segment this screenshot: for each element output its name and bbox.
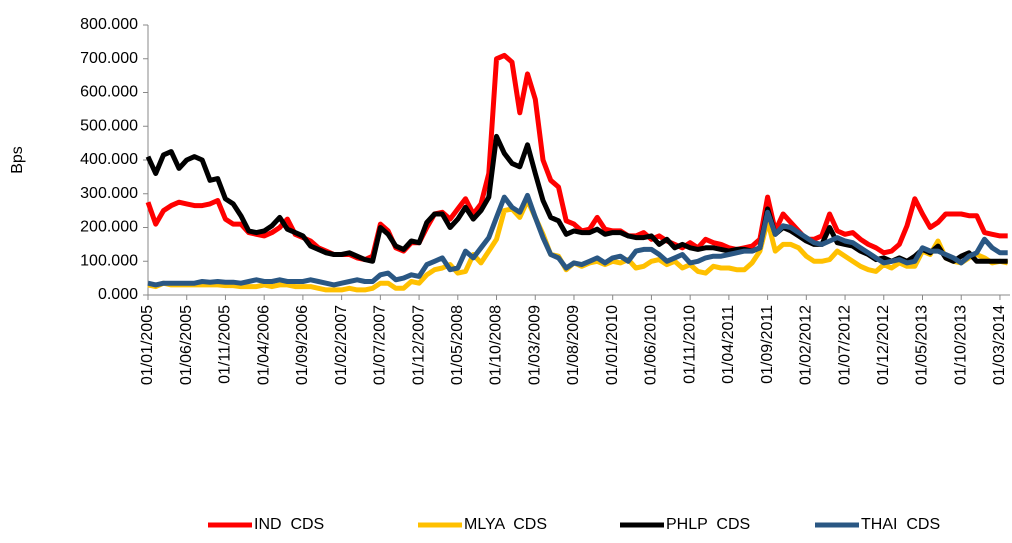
x-tick-label: 01/09/2011 [759,305,776,384]
x-tick-label: 01/05/2013 [914,305,931,385]
legend-label: MLYA CDS [464,516,547,533]
series-line [145,52,1008,263]
legend-label: IND CDS [254,516,324,533]
x-tick-label: 01/12/2007 [410,305,427,385]
legend-label: PHLP CDS [666,516,750,533]
x-tick-label: 01/04/2011 [720,305,737,384]
y-tick-label: 0.000 [98,286,138,303]
series-line [147,192,1008,288]
legend-label: THAI CDS [861,516,940,533]
x-tick-label: 01/01/2005 [139,305,156,385]
x-tick-label: 01/11/2010 [681,305,698,384]
x-tick-label: 01/03/2014 [991,305,1008,385]
y-axis-title: Bps [9,146,26,174]
x-tick-label: 01/03/2009 [526,305,543,385]
y-tick-label: 100.000 [80,252,138,269]
x-tick-label: 01/12/2012 [875,305,892,385]
x-tick-label: 01/05/2008 [449,305,466,385]
x-tick-label: 01/10/2008 [488,305,505,385]
y-tick-label: 600.000 [80,84,138,101]
y-tick-label: 300.000 [80,185,138,202]
x-tick-label: 01/06/2010 [643,305,660,385]
x-tick-label: 01/07/2012 [836,305,853,385]
x-tick-label: 01/02/2012 [798,305,815,385]
x-tick-label: 01/11/2005 [217,305,234,384]
x-tick-label: 01/02/2007 [333,305,350,385]
y-tick-label: 400.000 [80,151,138,168]
y-tick-label: 700.000 [80,50,138,67]
x-tick-label: 01/10/2013 [952,305,969,385]
x-tick-label: 01/01/2010 [604,305,621,385]
series-line [145,133,1008,264]
x-tick-label: 01/07/2007 [372,305,389,385]
y-tick-label: 200.000 [80,219,138,236]
x-tick-label: 01/04/2006 [255,305,272,385]
y-tick-label: 500.000 [80,117,138,134]
x-tick-label: 01/09/2006 [294,305,311,385]
y-tick-label: 800.000 [80,16,138,33]
x-tick-label: 01/08/2009 [565,305,582,385]
series-line [147,198,1009,293]
x-tick-label: 01/06/2005 [178,305,195,385]
